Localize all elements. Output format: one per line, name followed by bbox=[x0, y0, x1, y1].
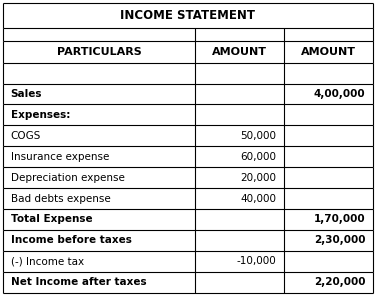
Text: 20,000: 20,000 bbox=[241, 173, 277, 183]
Text: 4,00,000: 4,00,000 bbox=[314, 89, 365, 99]
Text: Bad debts expense: Bad debts expense bbox=[11, 194, 110, 204]
Text: Income before taxes: Income before taxes bbox=[11, 235, 131, 245]
Text: Sales: Sales bbox=[11, 89, 42, 99]
Text: Insurance expense: Insurance expense bbox=[11, 152, 109, 162]
Text: Depreciation expense: Depreciation expense bbox=[11, 173, 124, 183]
Text: 2,30,000: 2,30,000 bbox=[314, 235, 365, 245]
Text: Net Income after taxes: Net Income after taxes bbox=[11, 277, 146, 287]
Text: 50,000: 50,000 bbox=[241, 131, 277, 141]
Text: 60,000: 60,000 bbox=[241, 152, 277, 162]
Text: COGS: COGS bbox=[11, 131, 41, 141]
Text: AMOUNT: AMOUNT bbox=[301, 47, 356, 57]
Text: AMOUNT: AMOUNT bbox=[212, 47, 267, 57]
Text: Expenses:: Expenses: bbox=[11, 110, 70, 120]
Text: -10,000: -10,000 bbox=[237, 256, 277, 266]
Text: Total Expense: Total Expense bbox=[11, 214, 92, 224]
Text: INCOME STATEMENT: INCOME STATEMENT bbox=[120, 9, 256, 22]
Text: 2,20,000: 2,20,000 bbox=[314, 277, 365, 287]
Text: (-) Income tax: (-) Income tax bbox=[11, 256, 83, 266]
Text: PARTICULARS: PARTICULARS bbox=[57, 47, 142, 57]
Text: 1,70,000: 1,70,000 bbox=[314, 214, 365, 224]
Text: 40,000: 40,000 bbox=[241, 194, 277, 204]
